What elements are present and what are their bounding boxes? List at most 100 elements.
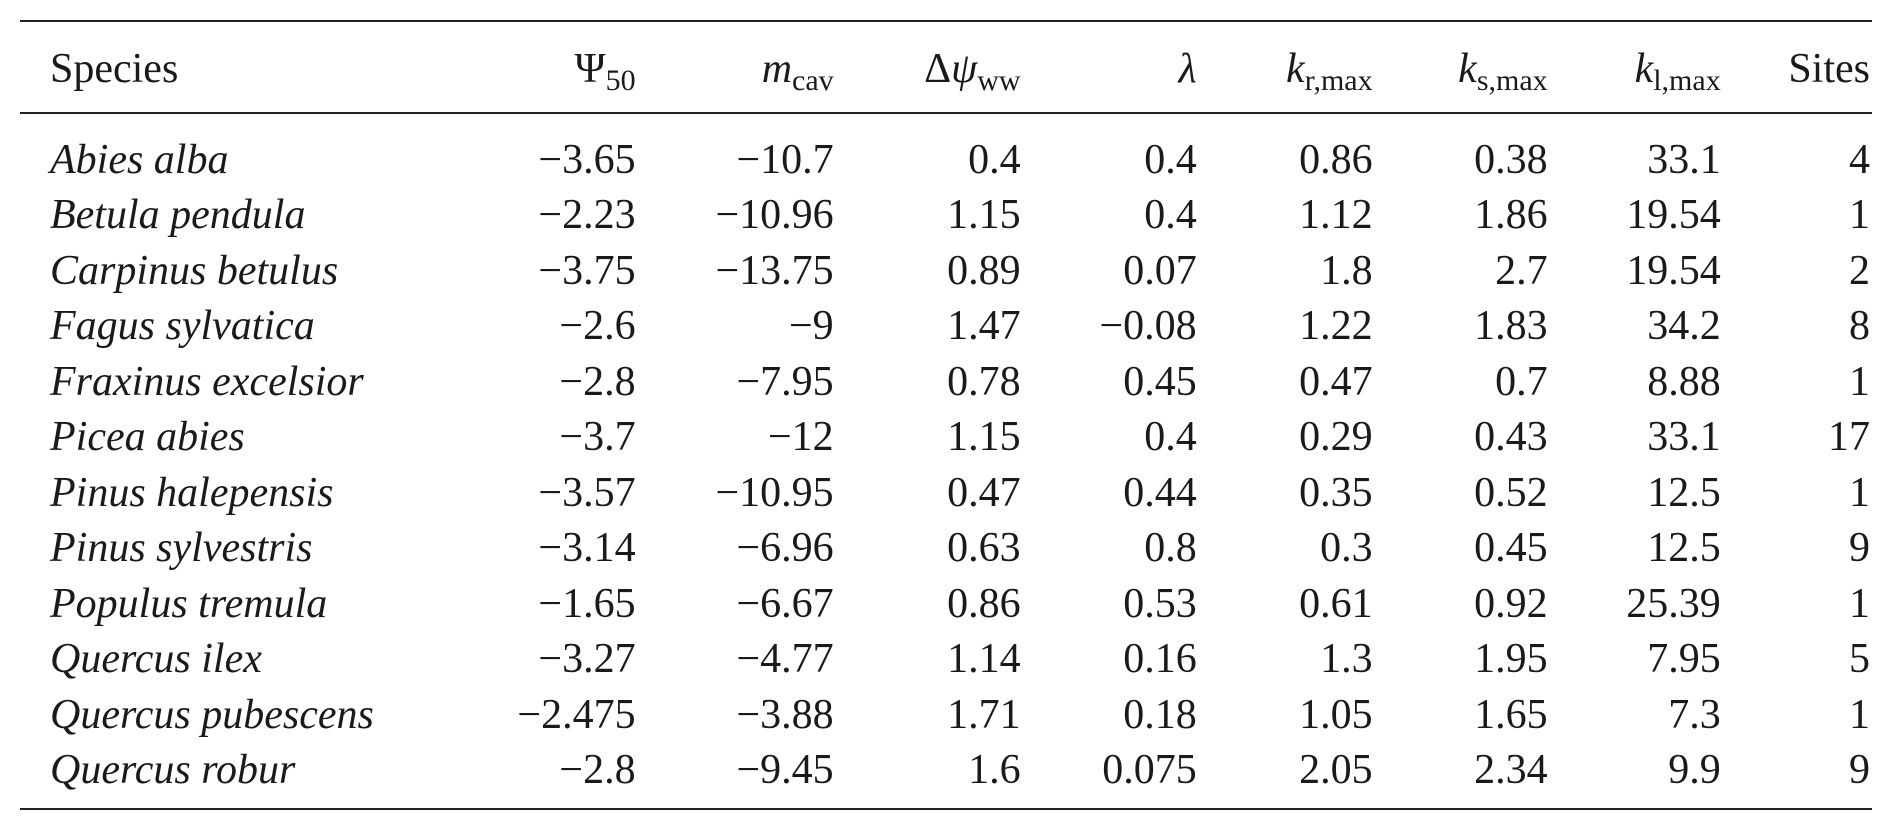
cell-kl-max: 7.3 (1668, 691, 1721, 738)
cell-psi50: −3.75 (538, 247, 636, 294)
cell-lambda: −0.08 (1099, 303, 1197, 350)
cell-psi50: −3.57 (538, 469, 636, 516)
cell-delta-psi-ww: 0.63 (947, 525, 1021, 572)
header-species: Species (50, 46, 179, 92)
cell-kr-max: 1.8 (1320, 247, 1373, 294)
cell-kr-max: 2.05 (1299, 747, 1373, 794)
cell-kr-max: 0.29 (1299, 414, 1373, 461)
header-psi50: Ψ50 (457, 21, 636, 113)
cell-species: Fagus sylvatica (50, 303, 315, 350)
cell-sites: 17 (1828, 414, 1870, 461)
cell-kr-max: 1.22 (1299, 303, 1373, 350)
header-delta-psi-ww: Δψww (834, 21, 1020, 113)
table-row: Betula pendula −2.23 −10.96 1.15 0.4 1.12 1.86… (20, 188, 1872, 244)
cell-kl-max: 8.88 (1647, 358, 1721, 405)
cell-delta-psi-ww: 0.78 (947, 358, 1021, 405)
cell-species: Quercus ilex (50, 636, 262, 683)
cell-psi50: −3.27 (538, 636, 636, 683)
cell-species: Pinus sylvestris (50, 525, 313, 572)
cell-psi50: −3.7 (559, 414, 636, 461)
table-row: Pinus halepensis −3.57 −10.95 0.47 0.44 0.35 0… (20, 465, 1872, 521)
table-row: Carpinus betulus −3.75 −13.75 0.89 0.07 1.8 2.… (20, 243, 1872, 299)
cell-kl-max: 33.1 (1647, 414, 1721, 461)
cell-mcav: −6.67 (736, 580, 834, 627)
cell-kr-max: 0.47 (1299, 358, 1373, 405)
cell-kl-max: 12.5 (1647, 469, 1721, 516)
cell-ks-max: 2.7 (1495, 247, 1548, 294)
cell-sites: 8 (1849, 303, 1870, 350)
cell-species: Populus tremula (50, 580, 328, 627)
dpsi-symbol: ψ (951, 46, 978, 92)
cell-lambda: 0.4 (1144, 192, 1197, 239)
cell-psi50: −2.475 (517, 691, 636, 738)
cell-delta-psi-ww: 0.47 (947, 469, 1021, 516)
cell-ks-max: 1.65 (1474, 691, 1548, 738)
cell-lambda: 0.16 (1123, 636, 1197, 683)
mcav-subscript: cav (792, 64, 834, 97)
cell-kr-max: 0.61 (1299, 580, 1373, 627)
cell-kl-max: 25.39 (1626, 580, 1721, 627)
cell-kr-max: 1.12 (1299, 192, 1373, 239)
cell-delta-psi-ww: 0.86 (947, 580, 1021, 627)
cell-delta-psi-ww: 0.89 (947, 247, 1021, 294)
cell-species: Betula pendula (50, 192, 306, 239)
cell-sites: 1 (1849, 358, 1870, 405)
cell-ks-max: 0.92 (1474, 580, 1548, 627)
cell-species: Fraxinus excelsior (50, 358, 364, 405)
cell-mcav: −10.96 (715, 192, 834, 239)
cell-psi50: −2.23 (538, 192, 636, 239)
kr-symbol: k (1286, 46, 1305, 92)
cell-mcav: −6.96 (736, 525, 834, 572)
cell-psi50: −1.65 (538, 580, 636, 627)
cell-sites: 1 (1849, 192, 1870, 239)
delta-prefix: Δ (924, 46, 952, 92)
cell-kr-max: 0.35 (1299, 469, 1373, 516)
cell-species: Quercus robur (50, 747, 296, 794)
cell-kl-max: 12.5 (1647, 525, 1721, 572)
cell-delta-psi-ww: 1.15 (947, 414, 1021, 461)
cell-sites: 2 (1849, 247, 1870, 294)
psi50-subscript: 50 (605, 64, 636, 97)
cell-ks-max: 1.95 (1474, 636, 1548, 683)
cell-kl-max: 33.1 (1647, 136, 1721, 183)
cell-ks-max: 0.38 (1474, 136, 1548, 183)
table-row: Quercus ilex −3.27 −4.77 1.14 0.16 1.3 1.95 7.9… (20, 632, 1872, 688)
cell-mcav: −13.75 (715, 247, 834, 294)
cell-sites: 4 (1849, 136, 1870, 183)
cell-lambda: 0.8 (1144, 525, 1197, 572)
cell-kl-max: 9.9 (1668, 747, 1721, 794)
cell-kr-max: 0.86 (1299, 136, 1373, 183)
cell-psi50: −2.8 (559, 747, 636, 794)
cell-mcav: −3.88 (736, 691, 834, 738)
cell-mcav: −10.95 (715, 469, 834, 516)
cell-ks-max: 0.43 (1474, 414, 1548, 461)
cell-delta-psi-ww: 1.47 (947, 303, 1021, 350)
table-row: Quercus pubescens −2.475 −3.88 1.71 0.18 1.05… (20, 687, 1872, 743)
table-header: Species Ψ50 mcav Δψww λ kr,max ks,max kl… (20, 21, 1872, 113)
cell-psi50: −3.65 (538, 136, 636, 183)
header-kl-max: kl,max (1548, 21, 1721, 113)
cell-psi50: −3.14 (538, 525, 636, 572)
header-lambda: λ (1021, 21, 1197, 113)
cell-species: Carpinus betulus (50, 247, 339, 294)
cell-kl-max: 7.95 (1647, 636, 1721, 683)
header-row: Species Ψ50 mcav Δψww λ kr,max ks,max kl… (20, 21, 1872, 113)
cell-lambda: 0.4 (1144, 136, 1197, 183)
cell-delta-psi-ww: 1.15 (947, 192, 1021, 239)
cell-ks-max: 1.83 (1474, 303, 1548, 350)
lambda-symbol: λ (1178, 46, 1197, 92)
cell-mcav: −9 (788, 303, 834, 350)
cell-mcav: −12 (767, 414, 834, 461)
cell-mcav: −7.95 (736, 358, 834, 405)
ks-symbol: k (1458, 46, 1477, 92)
psi50-symbol: Ψ (574, 46, 606, 92)
table-row: Picea abies −3.7 −12 1.15 0.4 0.29 0.43 33.1 17 (20, 410, 1872, 466)
kl-symbol: k (1634, 46, 1654, 92)
cell-lambda: 0.075 (1102, 747, 1197, 794)
cell-psi50: −2.8 (559, 358, 636, 405)
cell-sites: 9 (1849, 747, 1870, 794)
cell-kr-max: 0.3 (1320, 525, 1373, 572)
cell-species: Picea abies (50, 414, 245, 461)
cell-mcav: −4.77 (736, 636, 834, 683)
cell-kl-max: 19.54 (1626, 247, 1721, 294)
